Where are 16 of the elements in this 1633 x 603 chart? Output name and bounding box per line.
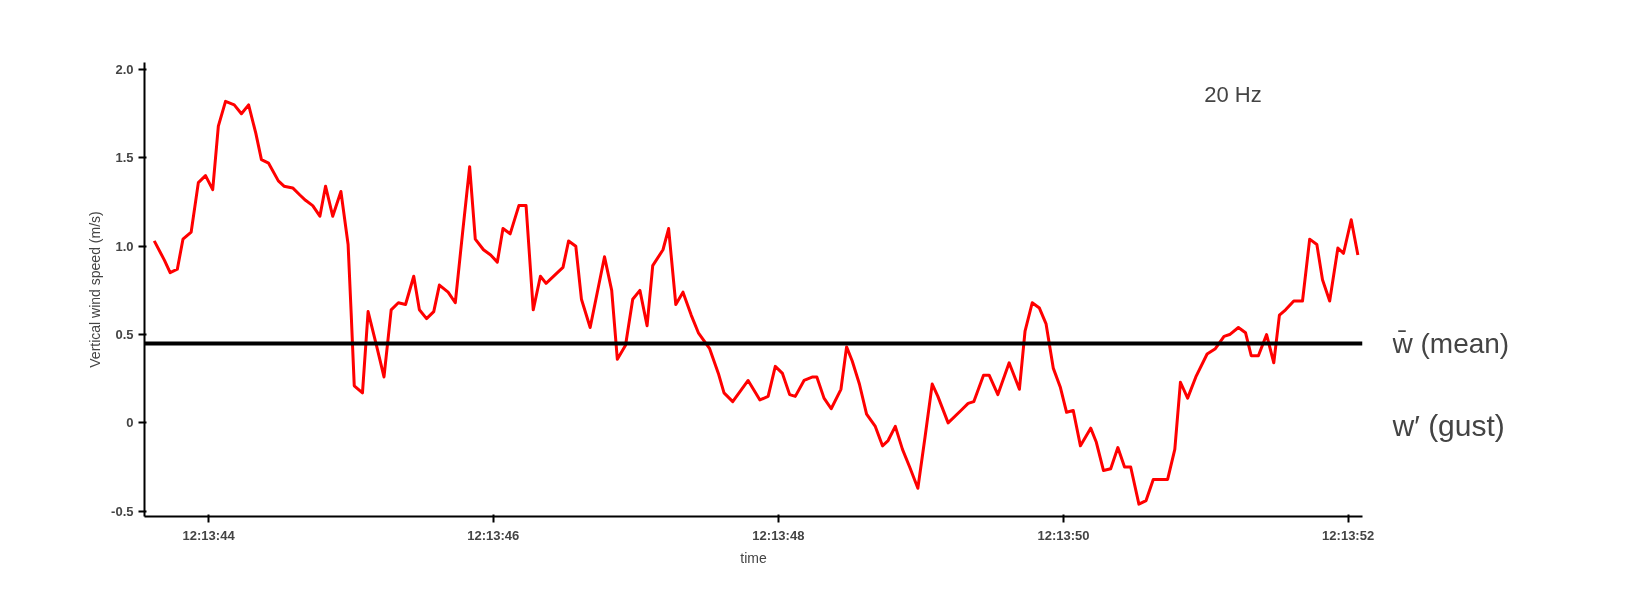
x-tick-label: 12:13:46	[467, 527, 520, 543]
y-tick-label: 0.5	[115, 327, 134, 343]
y-tick-label: -0.5	[111, 503, 134, 519]
y-tick-label: 2.0	[115, 62, 134, 78]
y-axis-title: Vertical wind speed (m/s)	[87, 211, 104, 368]
text: w′ (gust)	[1391, 409, 1505, 443]
x-tick-label: 12:13:50	[1037, 527, 1090, 543]
annotation: 20 Hz	[1204, 81, 1262, 107]
ref-line-label: w̄ (mean)	[1391, 327, 1510, 359]
x-tick-label: 12:13:44	[182, 527, 236, 543]
y-tick-label: 1.5	[115, 150, 134, 166]
x-tick-label: 12:13:52	[1322, 527, 1375, 543]
x-tick-label: 12:13:48	[752, 527, 805, 543]
y-tick-label: 0	[126, 415, 134, 431]
x-axis-title: time	[740, 549, 767, 566]
y-tick-label: 1.0	[115, 238, 134, 254]
